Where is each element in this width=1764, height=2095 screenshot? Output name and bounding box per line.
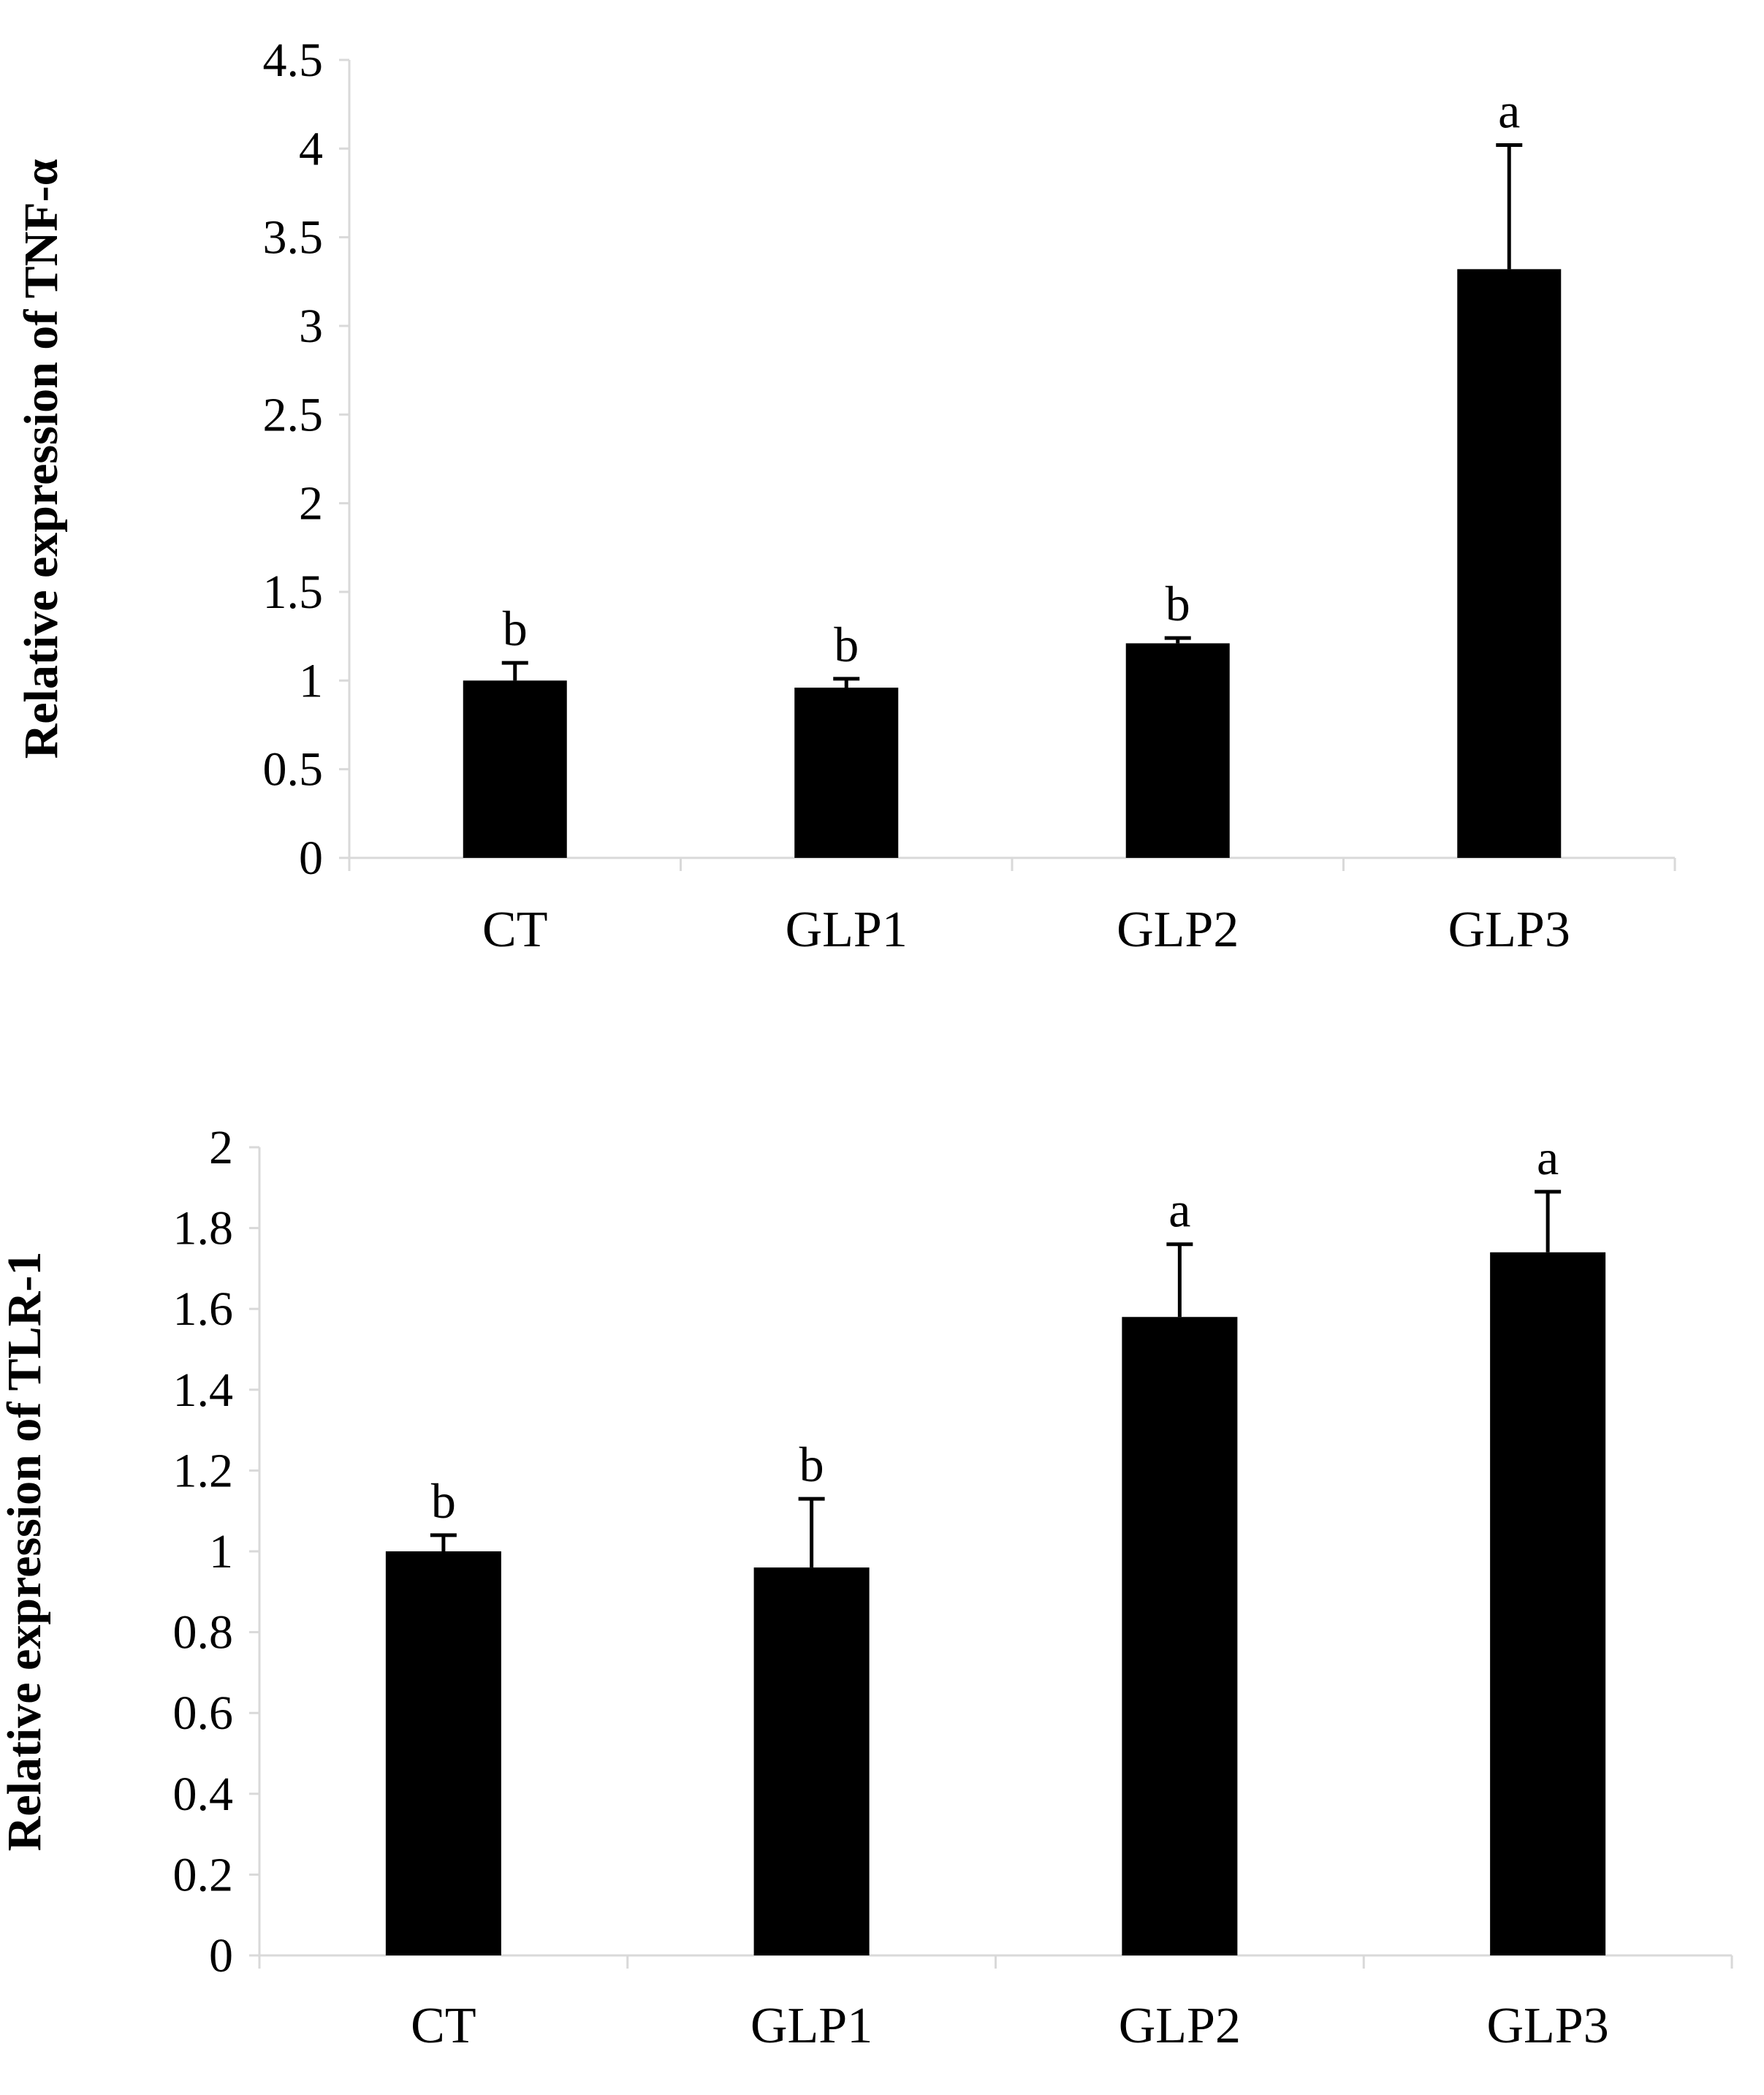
y-tick-label: 0 xyxy=(209,1929,233,1982)
chart-tnf-alpha: 0 0.5 1 1.5 2 2.5 3 3.5 4 4.5 b CT b GLP1 b GLP2 a GLP3 Re… xyxy=(15,34,1676,958)
y-tick-label: 0.8 xyxy=(173,1606,234,1659)
bar-ct xyxy=(463,680,567,858)
bar-glp2 xyxy=(1125,643,1230,858)
y-tick-label: 1.6 xyxy=(173,1282,234,1336)
significance-label-glp3: a xyxy=(1498,83,1520,138)
x-category-label-glp1: GLP1 xyxy=(750,1998,873,2054)
y-tick-label: 2 xyxy=(209,1121,233,1174)
significance-label-ct: b xyxy=(431,1473,456,1529)
x-category-label-glp2: GLP2 xyxy=(1117,902,1239,958)
y-tick-label: 2 xyxy=(299,477,323,531)
y-tick-label: 3 xyxy=(299,300,323,353)
bar-glp2 xyxy=(1122,1317,1238,1955)
y-tick-label: 3.5 xyxy=(263,211,324,265)
significance-label-glp2: a xyxy=(1168,1182,1190,1238)
significance-label-glp3: a xyxy=(1537,1130,1559,1185)
bar-glp1 xyxy=(794,688,899,858)
y-tick-label: 0.4 xyxy=(173,1768,234,1821)
significance-label-glp1: b xyxy=(834,617,859,672)
y-tick-label: 0.5 xyxy=(263,743,324,796)
y-axis-title-tlr-1: Relative expression of TLR-1 xyxy=(0,1252,51,1852)
y-tick-label: 1.8 xyxy=(173,1202,234,1255)
significance-label-ct: b xyxy=(503,601,528,656)
y-tick-label: 1.5 xyxy=(263,566,324,619)
x-category-label-ct: CT xyxy=(482,902,547,958)
y-tick-label: 0 xyxy=(299,832,323,885)
bar-ct xyxy=(385,1551,501,1955)
bar-glp3 xyxy=(1457,269,1562,858)
bar-glp1 xyxy=(753,1567,870,1955)
y-tick-label: 1.2 xyxy=(173,1444,234,1497)
y-tick-label: 0.6 xyxy=(173,1687,234,1740)
bar-glp3 xyxy=(1490,1252,1606,1955)
y-tick-label: 4.5 xyxy=(263,34,324,87)
x-category-label-glp1: GLP1 xyxy=(786,902,908,958)
chart-tlr-1: 0 0.2 0.4 0.6 0.8 1 1.2 1.4 1.6 1.8 2 b CT b GLP1 a GLP2… xyxy=(0,1121,1733,2054)
y-tick-label: 1 xyxy=(299,654,323,707)
y-tick-label: 2.5 xyxy=(263,388,324,441)
x-category-label-ct: CT xyxy=(411,1998,476,2054)
significance-label-glp1: b xyxy=(799,1437,824,1492)
y-axis-title-tnf-alpha: Relative expression of TNF-α xyxy=(15,159,68,758)
significance-label-glp2: b xyxy=(1166,576,1190,631)
y-tick-label: 4 xyxy=(299,122,323,175)
y-tick-label: 1.4 xyxy=(173,1364,234,1417)
x-category-label-glp3: GLP3 xyxy=(1448,902,1570,958)
y-tick-label: 0.2 xyxy=(173,1848,234,1901)
x-category-label-glp2: GLP2 xyxy=(1119,1998,1241,2054)
y-tick-label: 1 xyxy=(209,1525,233,1578)
x-category-label-glp3: GLP3 xyxy=(1487,1998,1609,2054)
